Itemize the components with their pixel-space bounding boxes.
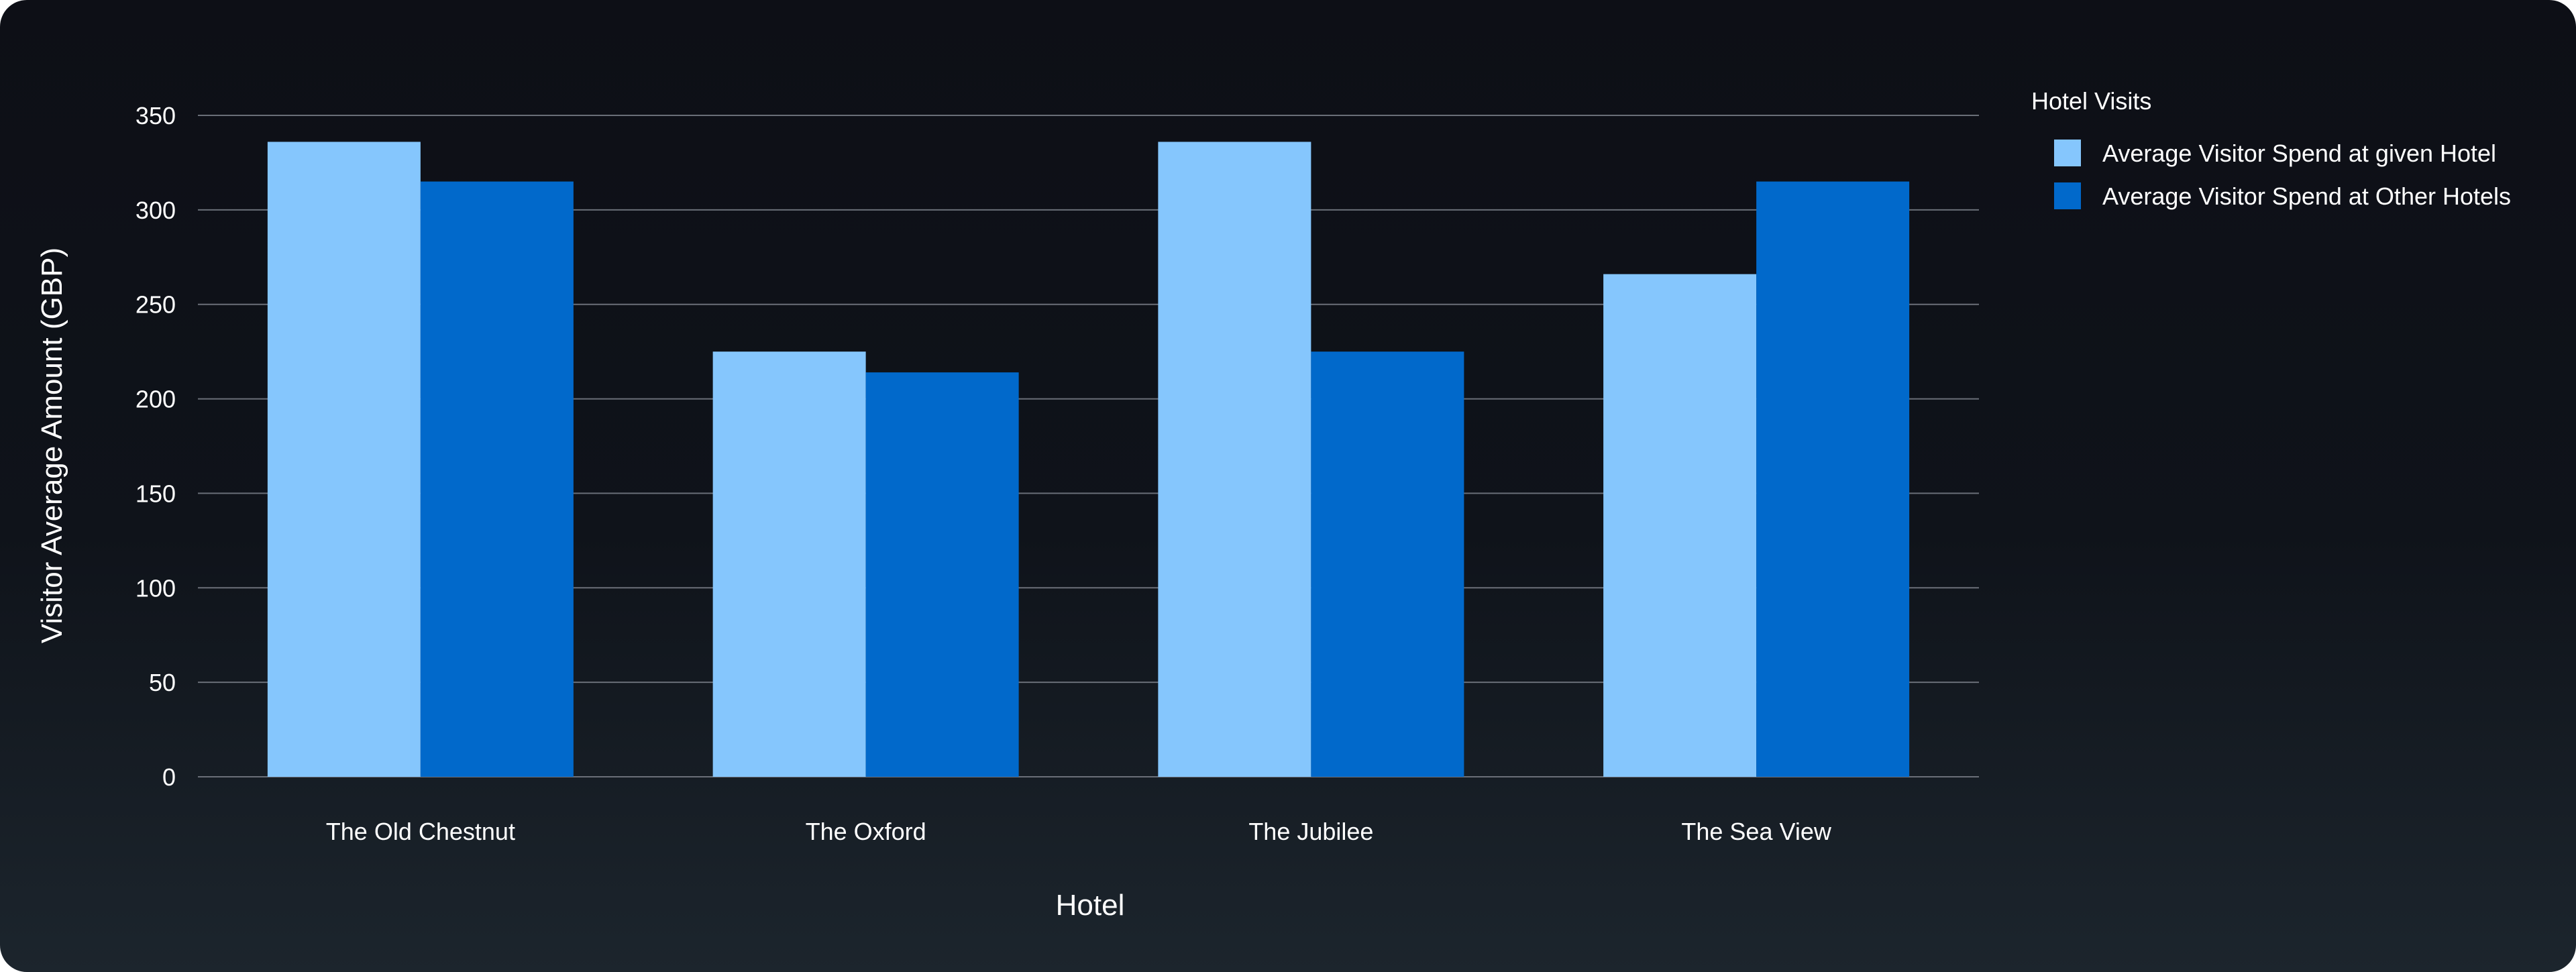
legend-items: Average Visitor Spend at given Hotel Aver… [2054, 140, 2511, 210]
legend-label: Average Visitor Spend at given Hotel [2102, 140, 2496, 167]
legend-title: Hotel Visits [2031, 87, 2151, 115]
y-tick-label: 0 [162, 763, 176, 791]
x-tick-label: The Old Chestnut [326, 818, 515, 845]
bar-other-hotels [420, 181, 574, 777]
bar-given-hotel [1158, 142, 1311, 777]
x-axis-title: Hotel [1056, 889, 1125, 922]
legend: Hotel Visits Average Visitor Spend at gi… [2031, 87, 2511, 210]
y-axis-title: Visitor Average Amount (GBP) [36, 248, 68, 643]
y-tick-label: 100 [136, 574, 176, 602]
y-axis-ticks: 0 50 100 150 200 250 300 350 [136, 102, 176, 791]
y-tick-label: 50 [149, 669, 176, 696]
legend-label: Average Visitor Spend at Other Hotels [2102, 182, 2511, 210]
bar-given-hotel [267, 142, 421, 777]
y-tick-label: 150 [136, 480, 176, 507]
y-tick-label: 350 [136, 102, 176, 129]
x-tick-label: The Jubilee [1248, 818, 1373, 845]
y-tick-label: 300 [136, 197, 176, 224]
bar-other-hotels [1756, 181, 1910, 777]
bar-given-hotel [712, 352, 866, 777]
legend-swatch [2054, 140, 2081, 166]
x-axis-ticks: The Old Chestnut The Oxford The Jubilee The… [326, 818, 1832, 845]
bar-other-hotels [1311, 352, 1464, 777]
x-tick-label: The Sea View [1681, 818, 1831, 845]
bars [267, 142, 1910, 777]
legend-swatch [2054, 182, 2081, 209]
y-tick-label: 200 [136, 386, 176, 413]
bar-other-hotels [865, 372, 1019, 777]
bar-given-hotel [1603, 274, 1757, 777]
y-tick-label: 250 [136, 291, 176, 319]
x-tick-label: The Oxford [806, 818, 926, 845]
